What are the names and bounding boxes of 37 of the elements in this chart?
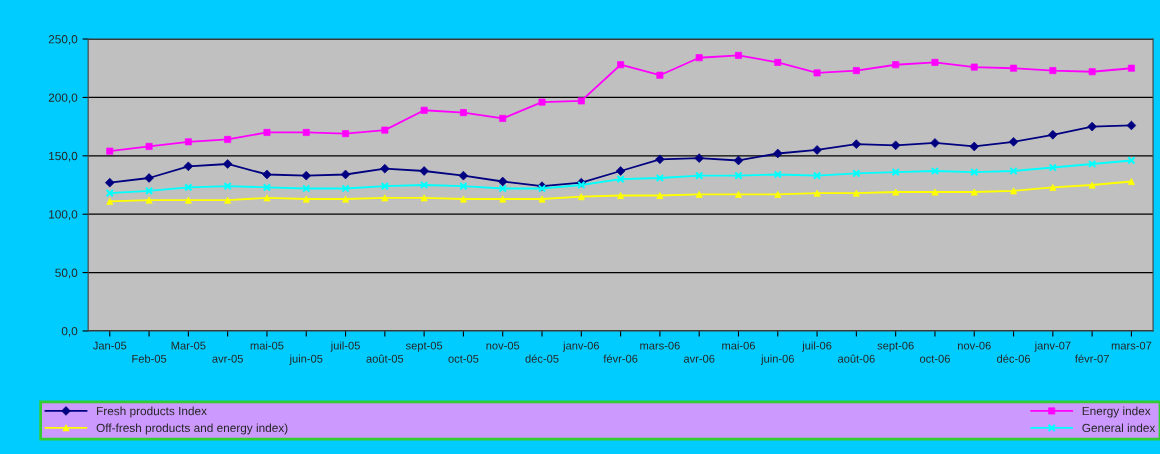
x-tick-label: déc-06 — [997, 354, 1031, 363]
x-tick-label: mai-05 — [250, 341, 284, 350]
x-tick-label: juil-05 — [330, 341, 360, 352]
x-tick-label: sept-05 — [405, 341, 443, 352]
x-tick-label: janv-06 — [562, 341, 600, 352]
y-tick-label: 50,0 — [55, 268, 78, 279]
x-tick-label: juil-06 — [801, 341, 832, 352]
y-tick-label: 250,0 — [48, 35, 78, 45]
x-tick-label: Jan-05 — [92, 341, 127, 350]
x-tick-label: févr-06 — [603, 354, 638, 363]
x-tick-label: juin-05 — [289, 354, 323, 365]
y-tick-label: 150,0 — [49, 151, 78, 162]
x-tick-label: mars-06 — [640, 341, 680, 350]
x-tick-label: Feb-05 — [132, 354, 167, 363]
x-tick-label: oct-06 — [919, 354, 950, 363]
x-tick-label: avr-06 — [683, 354, 715, 363]
legend-label: Energy index — [1082, 406, 1151, 418]
legend-label: General index — [1082, 423, 1156, 433]
x-tick-label: mai-06 — [722, 341, 755, 350]
x-tick-label: oct-05 — [448, 354, 479, 363]
x-tick-label: avr-05 — [212, 354, 243, 363]
x-tick-label: Mar-05 — [171, 341, 206, 350]
x-tick-label: juin-06 — [760, 354, 794, 365]
x-tick-label: févr-07 — [1075, 354, 1109, 363]
x-tick-label: janv-07 — [1034, 341, 1071, 352]
x-tick-label: déc-05 — [525, 354, 559, 363]
legend-label: Off-fresh products and energy index) — [96, 423, 288, 435]
legend-label: Fresh products Index — [97, 406, 207, 418]
x-tick-label: nov-05 — [486, 341, 520, 350]
x-tick-label: août-06 — [838, 354, 875, 363]
x-tick-label: mars-07 — [1111, 341, 1152, 350]
y-tick-label: 100,0 — [49, 210, 78, 220]
y-tick-label: 0,0 — [61, 327, 78, 337]
x-tick-label: août-05 — [366, 354, 404, 363]
x-tick-label: sept-06 — [877, 341, 914, 352]
y-tick-label: 200,0 — [48, 93, 78, 104]
x-tick-label: nov-06 — [958, 341, 991, 350]
